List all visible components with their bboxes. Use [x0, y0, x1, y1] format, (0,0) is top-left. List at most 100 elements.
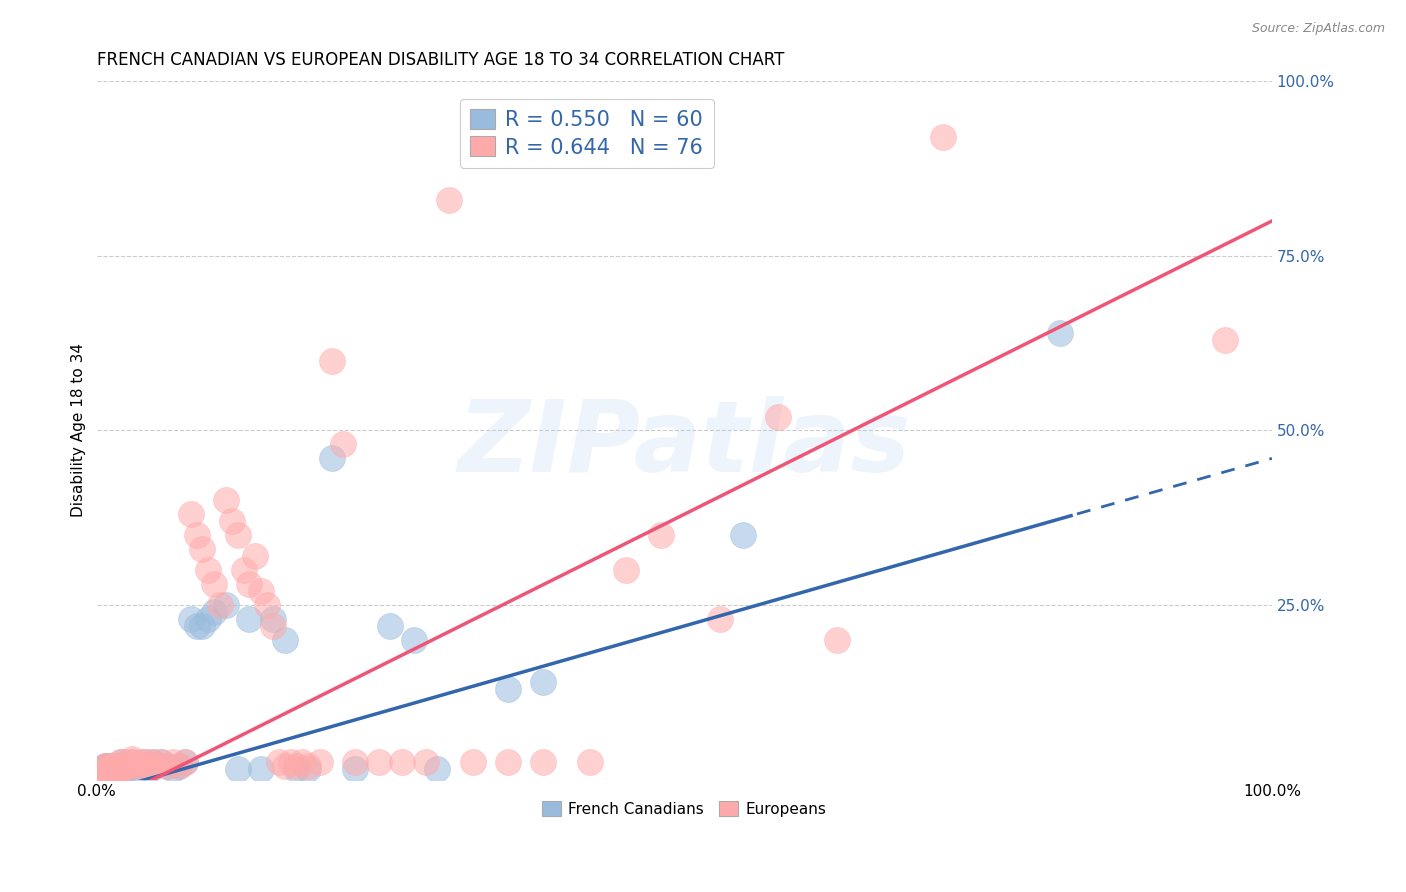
Point	[150, 755, 173, 769]
Point	[262, 612, 284, 626]
Point	[156, 758, 179, 772]
Point	[367, 755, 389, 769]
Point	[98, 762, 121, 776]
Point	[402, 632, 425, 647]
Point	[191, 542, 214, 557]
Point	[167, 758, 190, 772]
Point	[238, 577, 260, 591]
Point	[180, 508, 202, 522]
Point	[131, 758, 153, 772]
Point	[91, 765, 114, 780]
Point	[142, 755, 165, 769]
Point	[226, 762, 249, 776]
Point	[297, 758, 319, 772]
Point	[496, 681, 519, 696]
Point	[97, 758, 120, 772]
Legend: French Canadians, Europeans: French Canadians, Europeans	[534, 794, 834, 824]
Point	[273, 758, 295, 772]
Point	[138, 758, 160, 772]
Point	[94, 758, 117, 772]
Point	[107, 758, 129, 772]
Point	[439, 193, 461, 207]
Point	[267, 755, 290, 769]
Point	[117, 758, 139, 772]
Point	[731, 528, 754, 542]
Point	[108, 755, 131, 769]
Point	[226, 528, 249, 542]
Point	[531, 674, 554, 689]
Point	[136, 755, 159, 769]
Point	[97, 765, 120, 780]
Point	[150, 755, 173, 769]
Point	[238, 612, 260, 626]
Point	[197, 563, 219, 577]
Point	[108, 762, 131, 776]
Point	[531, 755, 554, 769]
Point	[173, 755, 195, 769]
Point	[380, 619, 402, 633]
Point	[101, 762, 124, 776]
Point	[98, 762, 121, 776]
Point	[297, 762, 319, 776]
Point	[215, 598, 238, 612]
Point	[110, 762, 132, 776]
Point	[104, 758, 127, 772]
Point	[709, 612, 731, 626]
Point	[105, 762, 128, 776]
Point	[108, 762, 131, 776]
Point	[110, 755, 132, 769]
Point	[273, 632, 295, 647]
Point	[256, 598, 278, 612]
Point	[291, 755, 314, 769]
Point	[496, 755, 519, 769]
Point	[122, 755, 145, 769]
Point	[97, 765, 120, 780]
Point	[1213, 333, 1236, 347]
Point	[1049, 326, 1071, 340]
Point	[100, 758, 122, 772]
Text: FRENCH CANADIAN VS EUROPEAN DISABILITY AGE 18 TO 34 CORRELATION CHART: FRENCH CANADIAN VS EUROPEAN DISABILITY A…	[97, 51, 785, 69]
Point	[321, 353, 343, 368]
Point	[245, 549, 267, 564]
Point	[127, 758, 149, 772]
Text: ZIPatlas: ZIPatlas	[458, 396, 911, 493]
Point	[262, 619, 284, 633]
Point	[104, 758, 127, 772]
Point	[186, 619, 208, 633]
Point	[209, 598, 232, 612]
Point	[96, 758, 118, 772]
Point	[167, 758, 190, 772]
Point	[121, 752, 143, 766]
Point	[280, 755, 302, 769]
Point	[103, 765, 125, 780]
Point	[825, 632, 848, 647]
Point	[100, 758, 122, 772]
Point	[103, 765, 125, 780]
Point	[101, 762, 124, 776]
Point	[135, 758, 157, 772]
Point	[121, 755, 143, 769]
Point	[332, 437, 354, 451]
Point	[127, 762, 149, 776]
Point	[105, 762, 128, 776]
Point	[111, 758, 134, 772]
Point	[94, 765, 117, 780]
Point	[132, 755, 155, 769]
Point	[285, 758, 308, 772]
Point	[156, 758, 179, 772]
Point	[112, 762, 135, 776]
Point	[250, 762, 273, 776]
Point	[101, 765, 124, 780]
Point	[94, 758, 117, 772]
Point	[191, 619, 214, 633]
Point	[579, 755, 602, 769]
Point	[197, 612, 219, 626]
Point	[131, 755, 153, 769]
Point	[344, 755, 367, 769]
Point	[111, 758, 134, 772]
Point	[426, 762, 449, 776]
Point	[650, 528, 672, 542]
Y-axis label: Disability Age 18 to 34: Disability Age 18 to 34	[72, 343, 86, 517]
Point	[122, 758, 145, 772]
Text: Source: ZipAtlas.com: Source: ZipAtlas.com	[1251, 22, 1385, 36]
